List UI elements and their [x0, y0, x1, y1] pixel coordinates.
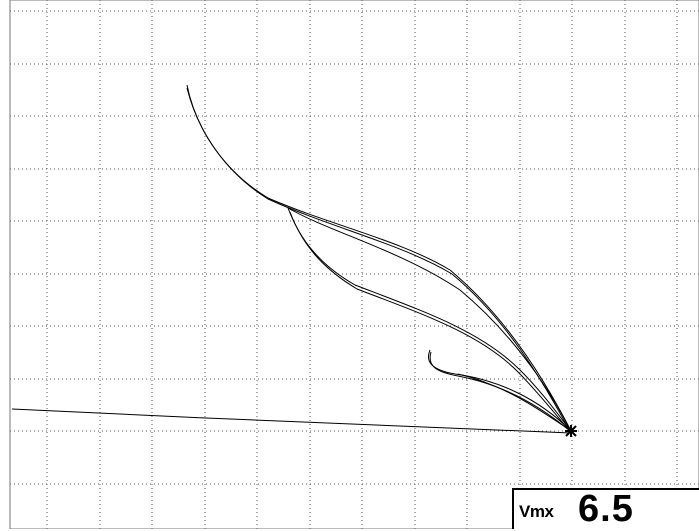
deep-flaw-trace-inner [186, 87, 571, 432]
display-grid [10, 0, 699, 529]
liftoff-signal-trace [11, 408, 572, 434]
vmx-readout-box: Vmx 6.5 [512, 488, 699, 530]
display-frame [9, 0, 699, 529]
mid-flaw-trace-outer [287, 207, 572, 432]
vmx-readout-label: Vmx [519, 502, 554, 521]
shallow-flaw-trace-return [457, 373, 572, 432]
mid-flaw-trace-return [287, 207, 572, 432]
shallow-flaw-trace-outer [428, 349, 572, 432]
mid-flaw-trace-inner [289, 211, 571, 432]
vmx-readout-value: 6.5 [578, 488, 634, 530]
null-point-marker [565, 425, 577, 437]
signal-traces [11, 84, 572, 434]
shallow-flaw-trace-inner [429, 351, 571, 432]
